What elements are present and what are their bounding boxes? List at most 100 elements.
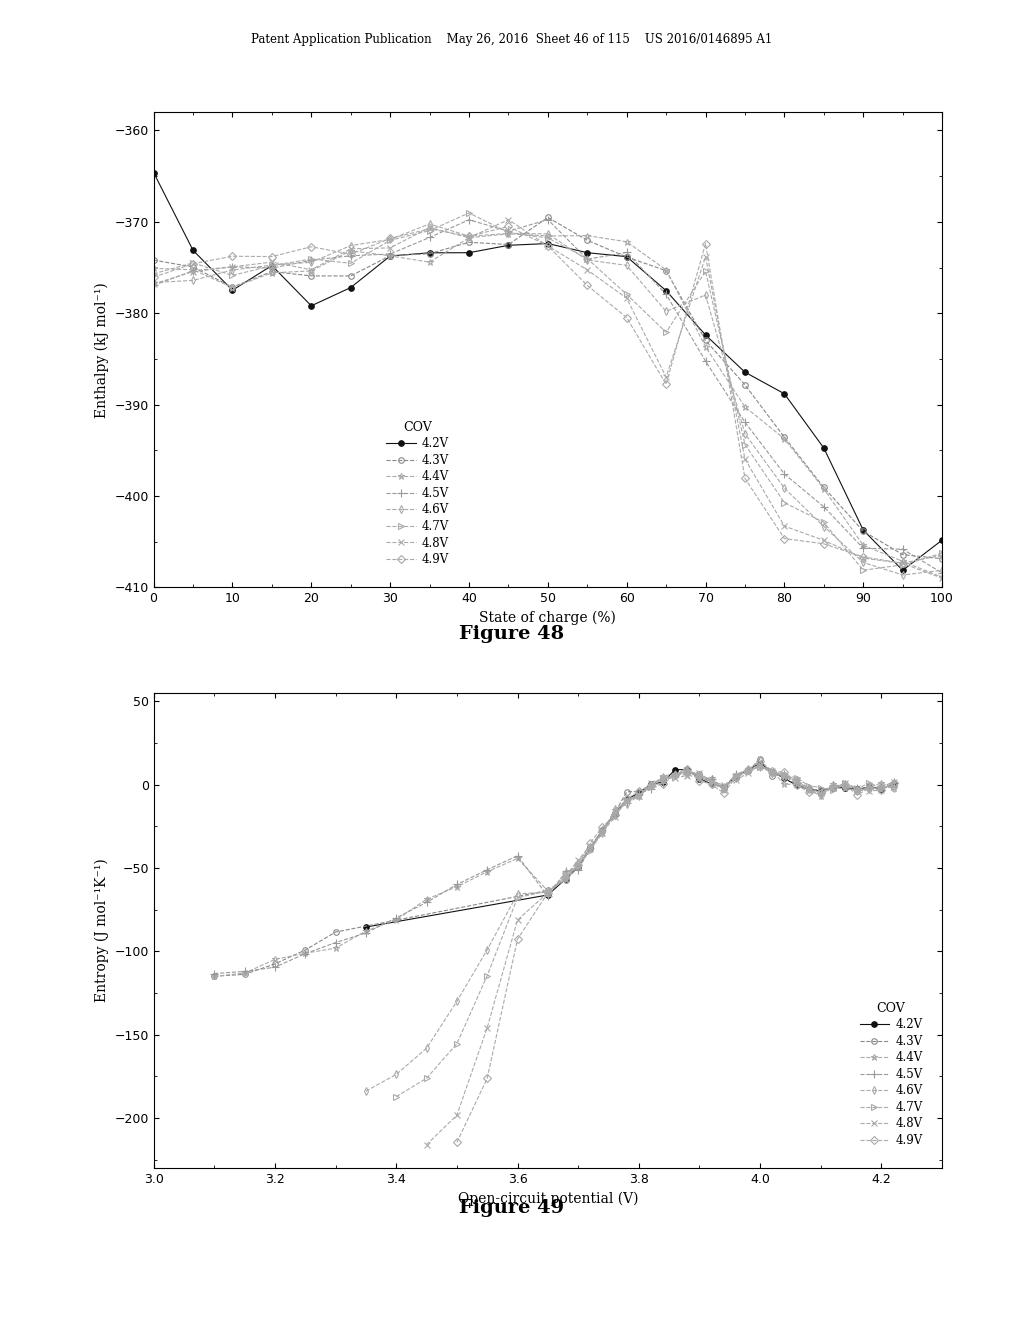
4.5V: [584, 841, 596, 857]
4.3V: [826, 780, 839, 796]
4.9V: [778, 531, 791, 546]
4.7V: [481, 968, 494, 983]
4.6V: [803, 781, 815, 797]
4.9V: [503, 219, 515, 235]
4.8V: [876, 783, 888, 799]
4.6V: [706, 776, 718, 792]
4.6V: [560, 869, 572, 884]
4.5V: [815, 785, 827, 801]
4.7V: [572, 857, 585, 873]
4.8V: [421, 1137, 433, 1152]
4.3V: [857, 523, 869, 539]
4.7V: [266, 257, 279, 273]
4.4V: [857, 537, 869, 553]
4.7V: [851, 781, 863, 797]
4.5V: [706, 771, 718, 787]
4.2V: [305, 298, 317, 314]
4.8V: [633, 788, 645, 804]
4.3V: [741, 763, 754, 779]
Text: Patent Application Publication    May 26, 2016  Sheet 46 of 115    US 2016/01468: Patent Application Publication May 26, 2…: [251, 33, 773, 46]
4.8V: [660, 370, 673, 385]
4.3V: [693, 767, 706, 783]
4.9V: [147, 269, 160, 285]
4.6V: [660, 304, 673, 319]
4.5V: [266, 260, 279, 276]
4.2V: [876, 780, 888, 796]
4.6V: [863, 781, 876, 797]
4.8V: [645, 776, 657, 792]
4.7V: [305, 251, 317, 267]
4.4V: [778, 776, 791, 792]
4.7V: [791, 770, 803, 785]
4.9V: [718, 785, 730, 801]
4.6V: [344, 238, 357, 253]
4.9V: [633, 784, 645, 800]
4.5V: [803, 780, 815, 796]
4.2V: [226, 282, 239, 298]
4.3V: [778, 767, 791, 783]
4.7V: [621, 286, 633, 302]
4.8V: [863, 783, 876, 799]
4.4V: [511, 850, 523, 866]
Y-axis label: Entropy (J mol⁻¹K⁻¹): Entropy (J mol⁻¹K⁻¹): [94, 859, 109, 1002]
4.6V: [699, 286, 712, 302]
4.5V: [657, 775, 670, 791]
4.5V: [857, 540, 869, 556]
4.4V: [266, 265, 279, 281]
4.9V: [778, 764, 791, 780]
4.4V: [730, 767, 742, 783]
4.2V: [693, 771, 706, 787]
4.7V: [839, 775, 851, 791]
4.4V: [330, 940, 342, 956]
4.7V: [803, 777, 815, 793]
4.5V: [699, 354, 712, 370]
4.9V: [621, 310, 633, 326]
4.9V: [766, 763, 778, 779]
4.6V: [936, 562, 948, 578]
4.5V: [268, 960, 281, 975]
4.7V: [633, 787, 645, 803]
4.8V: [305, 261, 317, 277]
Legend: 4.2V, 4.3V, 4.4V, 4.5V, 4.6V, 4.7V, 4.8V, 4.9V: 4.2V, 4.3V, 4.4V, 4.5V, 4.6V, 4.7V, 4.8V…: [380, 414, 455, 572]
4.4V: [226, 280, 239, 296]
4.9V: [657, 776, 670, 792]
4.9V: [186, 256, 199, 272]
4.3V: [669, 767, 681, 783]
4.9V: [621, 791, 633, 807]
4.2V: [645, 776, 657, 792]
4.8V: [857, 550, 869, 566]
4.4V: [186, 261, 199, 277]
4.8V: [815, 785, 827, 801]
4.9V: [741, 762, 754, 777]
4.7V: [384, 232, 396, 248]
4.7V: [660, 325, 673, 341]
4.5V: [330, 935, 342, 950]
4.2V: [706, 776, 718, 792]
4.3V: [268, 956, 281, 972]
4.4V: [815, 788, 827, 804]
4.7V: [766, 763, 778, 779]
4.9V: [669, 767, 681, 783]
4.6V: [778, 770, 791, 785]
4.4V: [451, 879, 463, 895]
4.3V: [897, 546, 909, 562]
4.6V: [897, 568, 909, 583]
4.2V: [817, 440, 829, 455]
4.4V: [359, 923, 372, 939]
4.4V: [706, 771, 718, 787]
4.4V: [633, 788, 645, 804]
4.2V: [503, 238, 515, 253]
4.6V: [421, 1040, 433, 1056]
4.3V: [754, 751, 766, 767]
4.5V: [621, 795, 633, 810]
4.4V: [421, 891, 433, 907]
4.9V: [305, 239, 317, 255]
Line: 4.7V: 4.7V: [151, 210, 945, 574]
4.3V: [817, 479, 829, 495]
4.8V: [481, 1020, 494, 1036]
4.4V: [621, 234, 633, 249]
4.8V: [542, 238, 554, 253]
4.3V: [791, 777, 803, 793]
4.3V: [936, 550, 948, 566]
4.6V: [451, 994, 463, 1010]
